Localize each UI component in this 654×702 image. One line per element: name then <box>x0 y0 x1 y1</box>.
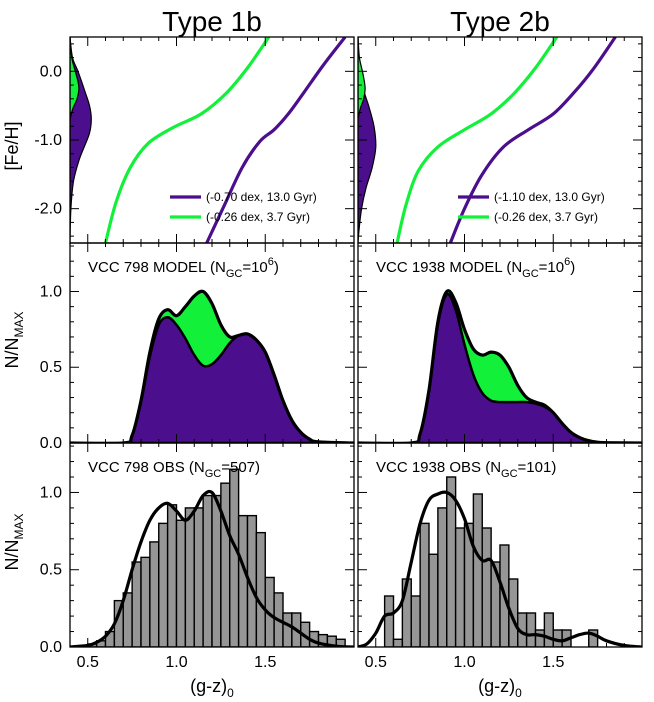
histogram-bar-left-bottom <box>166 504 178 647</box>
histogram-bar-right-bottom <box>428 553 439 647</box>
y-axis-label-top: [Fe/H] <box>2 121 22 170</box>
color-metallicity-curve-young-right-top <box>395 37 559 243</box>
histogram-bar-right-bottom <box>392 638 404 647</box>
model-total-curve-right-middle <box>358 289 642 443</box>
histogram-bar-left-bottom <box>237 514 249 647</box>
panels: (-0.70 dex, 13.0 Gyr) (-0.26 dex, 3.7 Gyr… <box>34 36 643 671</box>
kde-curve-right-bottom <box>358 490 642 647</box>
plot-area-right-bottom <box>358 476 642 647</box>
histogram-bar-left-bottom <box>211 494 222 647</box>
x-tick-label-right-bottom: 0.5 <box>365 654 387 671</box>
histogram-bar-right-bottom <box>543 612 554 647</box>
y-tick-label-left-top: -2.0 <box>34 201 62 218</box>
y-tick-label-left-bottom: 0.0 <box>40 639 62 656</box>
svg-text:[Fe/H]: [Fe/H] <box>2 121 22 170</box>
histogram-bar-left-bottom <box>175 519 187 647</box>
y-tick-label-left-top: -1.0 <box>34 132 62 149</box>
y-tick-label-left-top: 0.0 <box>40 63 62 80</box>
histogram-bar-left-bottom <box>282 612 293 647</box>
x-axis-label-right: (g-z)0 <box>478 676 522 700</box>
x-tick-label-left-bottom: 0.5 <box>77 654 99 671</box>
svg-text:N/NMAX: N/NMAX <box>2 311 26 368</box>
kde-curve-left-bottom <box>70 489 354 647</box>
histogram-bar-left-bottom <box>193 507 204 647</box>
histogram-bar-right-bottom <box>525 612 537 647</box>
x-tick-label-left-bottom: 1.5 <box>254 654 276 671</box>
histogram-bar-right-bottom <box>410 595 421 647</box>
histogram-bar-left-bottom <box>140 556 151 647</box>
histogram-bar-left-bottom <box>184 507 195 647</box>
histogram-bar-right-bottom <box>383 595 395 647</box>
histogram-bar-left-bottom <box>202 494 213 647</box>
histogram-bar-right-bottom <box>472 493 483 647</box>
plot-area-left-bottom <box>70 468 354 647</box>
panel-annotation-left-bottom: VCC 798 OBS (NGC=507) <box>88 459 260 480</box>
histogram-bar-right-bottom <box>481 527 492 647</box>
legend-label-0-left-top: (-0.70 dex, 13.0 Gyr) <box>206 190 317 204</box>
y-axis-label-middle: N/NMAX <box>2 311 26 368</box>
x-axis-label-left: (g-z)0 <box>190 676 234 700</box>
column-title-type-1b: Type 1b <box>162 6 262 37</box>
y-tick-label-left-middle: 1.0 <box>40 283 62 300</box>
svg-text:N/NMAX: N/NMAX <box>2 513 26 570</box>
x-tick-label-left-bottom: 1.0 <box>165 654 187 671</box>
histogram-bar-left-bottom <box>229 468 240 647</box>
y-tick-label-left-bottom: 0.5 <box>40 562 62 579</box>
plot-area-right-middle <box>358 289 642 443</box>
y-tick-label-left-bottom: 1.0 <box>40 484 62 501</box>
x-tick-label-right-bottom: 1.5 <box>542 654 564 671</box>
legend-label-1-left-top: (-0.26 dex, 3.7 Gyr) <box>206 210 310 224</box>
histogram-bar-left-bottom <box>220 482 231 647</box>
histogram-bar-right-bottom <box>446 476 457 647</box>
model-total-curve-left-middle <box>70 289 354 443</box>
y-tick-label-left-middle: 0.5 <box>40 359 62 376</box>
histogram-bar-left-bottom <box>131 561 142 647</box>
x-tick-label-right-bottom: 1.0 <box>453 654 475 671</box>
panel-annotation-right-middle: VCC 1938 MODEL (NGC=106) <box>376 256 575 280</box>
y-tick-label-left-middle: 0.0 <box>40 435 62 452</box>
histogram-bar-right-bottom <box>534 629 546 647</box>
y-axis-label-bottom: N/NMAX <box>2 513 26 570</box>
histogram-bar-right-bottom <box>437 507 448 647</box>
color-metallicity-curve-young-left-top <box>103 37 271 243</box>
histogram-bar-left-bottom <box>149 541 160 647</box>
histogram-bar-right-bottom <box>419 522 430 647</box>
histogram-bar-left-bottom <box>158 522 169 647</box>
column-title-type-2b: Type 2b <box>450 6 550 37</box>
color-metallicity-curve-old-left-top <box>205 37 347 243</box>
panel-annotation-left-middle: VCC 798 MODEL (NGC=106) <box>88 256 279 280</box>
histogram-bar-right-bottom <box>588 629 599 647</box>
legend-label-1-right-top: (-0.26 dex, 3.7 Gyr) <box>494 210 598 224</box>
histogram-bar-left-bottom <box>255 531 266 647</box>
histogram-bar-right-bottom <box>454 527 466 647</box>
plot-area-left-middle <box>70 289 354 443</box>
panel-annotation-right-bottom: VCC 1938 OBS (NGC=101) <box>376 459 556 480</box>
legend-label-0-right-top: (-1.10 dex, 13.0 Gyr) <box>494 190 605 204</box>
